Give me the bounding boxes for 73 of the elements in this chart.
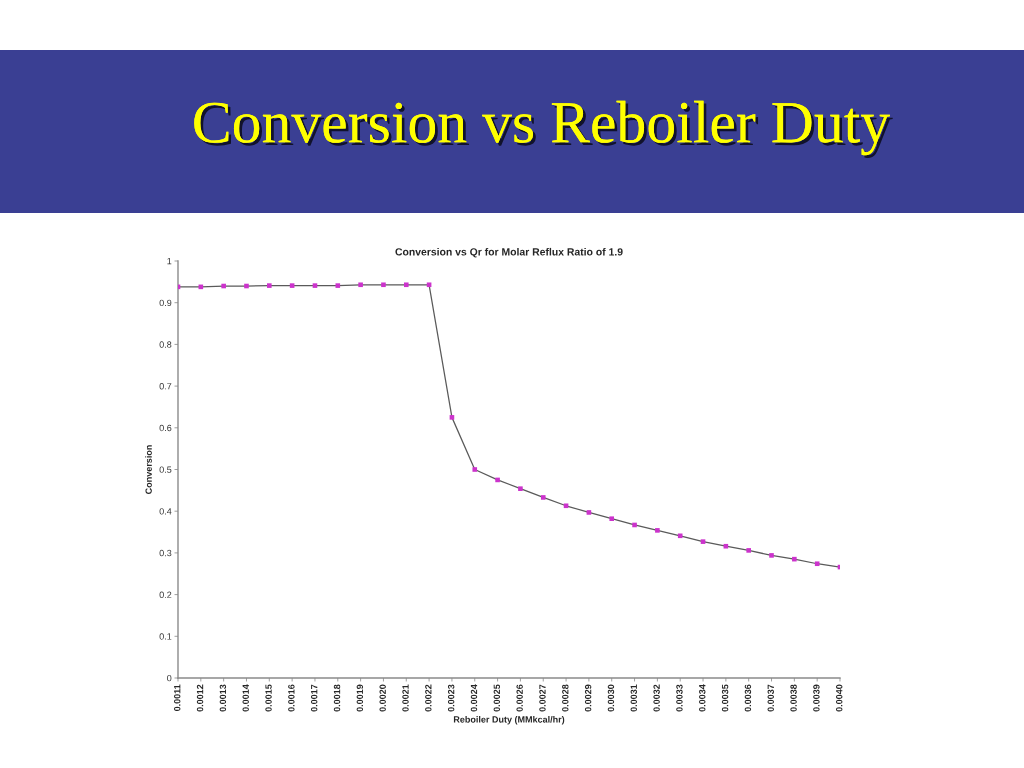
x-tick-label: 0.0018 <box>333 684 341 712</box>
point <box>449 415 455 420</box>
y-tick-label: 0.6 <box>159 424 172 432</box>
point <box>769 553 774 558</box>
y-tick-label: 0.5 <box>159 466 172 473</box>
y-tick-label: 0.1 <box>159 633 172 640</box>
x-tick-label: 0.0026 <box>516 684 523 712</box>
x-tick-label: 0.0015 <box>265 684 272 712</box>
x-tick-label: 0.0019 <box>356 684 364 712</box>
x-tick-label: 0.0028 <box>562 684 569 712</box>
point <box>312 283 318 288</box>
x-tick-label: 0.0031 <box>630 684 637 712</box>
point <box>792 556 797 562</box>
point <box>677 533 683 539</box>
x-tick-label: 0.0035 <box>721 684 729 712</box>
point <box>426 282 432 288</box>
x-tick-label: 0.0038 <box>790 684 797 712</box>
x-tick-label: 0.0029 <box>584 684 592 712</box>
point <box>381 282 386 288</box>
y-tick-label: 0.3 <box>159 549 172 557</box>
point <box>244 283 249 289</box>
x-tick-label: 0.0039 <box>813 684 820 712</box>
y-axis-title: Conversion <box>145 445 152 494</box>
y-tick-label: 1 <box>167 258 172 265</box>
x-tick-label: 0.0014 <box>242 684 249 712</box>
point <box>814 561 820 567</box>
point <box>609 516 615 522</box>
y-tick-label: 0.7 <box>159 383 172 390</box>
y-tick-label: 0.4 <box>159 508 172 515</box>
y-tick-label: 0.8 <box>159 341 172 348</box>
x-tick-label: 0.0016 <box>288 684 295 712</box>
chart-subtitle: Conversion vs Qr for Molar Reflux Ratio of 1.9 <box>395 247 623 258</box>
x-tick-label: 0.0012 <box>196 684 204 712</box>
point <box>221 283 226 289</box>
point <box>746 548 751 553</box>
line-series <box>178 282 840 570</box>
y-tick-label: 0 <box>167 674 172 682</box>
x-tick-label: 0.0024 <box>470 684 478 712</box>
x-tick-label: 0.0033 <box>676 684 683 712</box>
x-tick-label: 0.0013 <box>219 684 227 712</box>
point <box>267 283 272 288</box>
point <box>472 467 478 472</box>
point <box>289 283 295 288</box>
y-tick-label: 0.9 <box>159 299 172 307</box>
x-tick-label: 0.0040 <box>836 684 843 712</box>
y-tick-label: 0.2 <box>159 591 172 598</box>
point <box>335 283 341 288</box>
x-tick-label: 0.0020 <box>379 684 386 712</box>
point <box>495 477 500 483</box>
point <box>723 543 729 549</box>
point <box>655 528 660 533</box>
point <box>518 486 523 491</box>
x-tick-label: 0.0032 <box>653 684 660 712</box>
x-tick-label: 0.0011 <box>174 684 181 712</box>
chart-title: Conversion vs Reboiler Duty <box>194 100 893 158</box>
x-axis-title: Reboiler Duty (MMkcal/hr) <box>453 716 565 725</box>
x-tick-label: 0.0034 <box>699 684 706 712</box>
x-tick-label: 0.0017 <box>311 684 318 712</box>
point <box>700 539 706 544</box>
point <box>563 503 569 509</box>
x-tick-label: 0.0027 <box>539 684 546 712</box>
x-tick-label: 0.0030 <box>607 684 615 712</box>
point <box>540 495 546 500</box>
point <box>358 282 363 288</box>
x-tick-label: 0.0025 <box>493 684 501 712</box>
x-tick-label: 0.0036 <box>744 684 752 712</box>
point <box>403 282 409 288</box>
point <box>632 522 637 528</box>
x-tick-label: 0.0037 <box>767 684 774 712</box>
point <box>586 510 592 515</box>
x-tick-label: 0.0021 <box>402 684 409 712</box>
x-tick-label: 0.0023 <box>447 684 455 712</box>
x-tick-label: 0.0022 <box>425 684 432 712</box>
